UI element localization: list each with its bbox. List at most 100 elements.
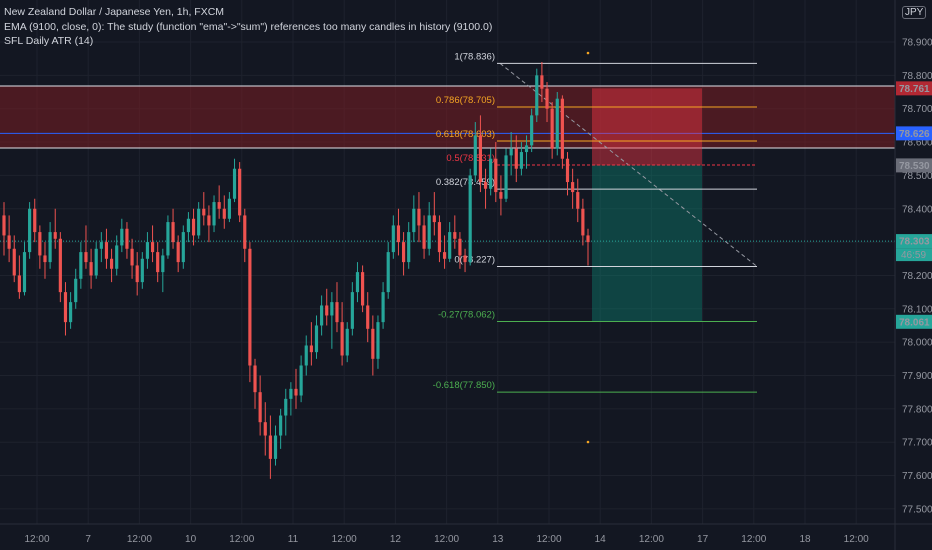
- fib-level-label: 1(78.836): [454, 51, 495, 62]
- candle-body: [519, 152, 523, 169]
- candle-body: [202, 208, 206, 216]
- candle-body: [586, 235, 590, 243]
- candle-body: [514, 148, 518, 169]
- candle-body: [279, 415, 283, 436]
- candle-body: [284, 398, 288, 416]
- x-tick-label: 13: [492, 534, 504, 545]
- candle-body: [442, 252, 447, 259]
- candle-body: [166, 222, 170, 256]
- candle-body: [171, 222, 175, 243]
- price-label-badge: [896, 158, 932, 173]
- candle-body: [304, 345, 308, 366]
- countdown-text: 46:59: [901, 250, 926, 261]
- ema-indicator-legend[interactable]: EMA (9100, close, 0): The study (functio…: [4, 21, 493, 33]
- candle-body: [104, 242, 109, 259]
- candle-body: [524, 145, 529, 153]
- candle-body: [483, 182, 488, 189]
- candle-body: [427, 215, 431, 249]
- candle-body: [22, 252, 27, 293]
- candle-body: [89, 262, 93, 276]
- fib-level-label: 0.786(78.705): [436, 95, 495, 106]
- candle-body: [150, 242, 155, 253]
- x-tick-label: 7: [85, 534, 91, 545]
- candle-body: [289, 388, 293, 399]
- y-tick-label: 78.200: [902, 271, 932, 282]
- fib-level-label: 0.618(78.603): [436, 129, 495, 140]
- candle-body: [458, 238, 462, 256]
- x-tick-label: 17: [697, 534, 709, 545]
- candle-body: [217, 202, 221, 209]
- candle-body: [401, 242, 406, 263]
- candle-body: [120, 228, 124, 246]
- y-tick-label: 77.800: [902, 404, 932, 415]
- x-tick-label: 10: [185, 534, 197, 545]
- x-tick-label: 11: [288, 534, 299, 545]
- candle-body: [509, 148, 513, 156]
- candle-body: [581, 208, 585, 236]
- candle-body: [478, 135, 483, 183]
- atr-indicator-legend[interactable]: SFL Daily ATR (14): [4, 35, 94, 47]
- candle-body: [325, 305, 329, 316]
- y-tick-label: 78.400: [902, 204, 932, 215]
- candle-body: [17, 275, 21, 293]
- candle-body: [550, 108, 554, 149]
- candle-body: [253, 365, 257, 393]
- candle-body: [94, 248, 98, 276]
- candle-body: [565, 158, 570, 183]
- candle-body: [232, 168, 237, 199]
- candle-body: [191, 218, 196, 236]
- price-label-text: 78.061: [899, 317, 930, 328]
- candle-body: [125, 228, 129, 249]
- candle-body: [407, 232, 411, 263]
- candle-body: [79, 252, 83, 279]
- x-tick-label: 12:00: [639, 534, 664, 545]
- candle-body: [2, 215, 6, 236]
- candle-body: [53, 232, 57, 239]
- candle-body: [417, 208, 421, 226]
- y-tick-label: 77.900: [902, 371, 932, 382]
- candle-body: [576, 192, 580, 209]
- candle-body: [33, 208, 37, 233]
- candle-body: [330, 302, 334, 316]
- candle-body: [176, 242, 180, 263]
- x-tick-label: 12:00: [24, 534, 49, 545]
- x-tick-label: 12:00: [229, 534, 254, 545]
- fib-level-label: -0.27(78.062): [438, 309, 495, 320]
- price-label-text: 78.303: [899, 237, 930, 248]
- candle-body: [386, 252, 390, 293]
- candle-body: [412, 208, 416, 233]
- candle-body: [361, 272, 365, 306]
- currency-badge[interactable]: JPY: [902, 6, 927, 19]
- price-label-text: 78.626: [899, 129, 930, 140]
- candle-body: [181, 232, 185, 263]
- candle-body: [99, 242, 103, 249]
- y-tick-label: 77.500: [902, 504, 932, 515]
- x-tick-label: 12:00: [332, 534, 357, 545]
- y-tick-label: 78.100: [902, 304, 932, 315]
- candle-body: [84, 252, 88, 263]
- candle-body: [7, 235, 11, 249]
- fib-level-label: 0(78.227): [454, 254, 495, 265]
- candle-body: [140, 258, 144, 283]
- candle-body: [345, 328, 349, 356]
- candle-body: [63, 292, 68, 323]
- candle-body: [555, 98, 559, 149]
- candle-body: [161, 255, 165, 273]
- candle-body: [355, 272, 360, 293]
- x-tick-label: 12:00: [741, 534, 766, 545]
- symbol-title[interactable]: New Zealand Dollar / Japanese Yen, 1h, F…: [4, 6, 225, 18]
- x-tick-label: 12: [390, 534, 402, 545]
- x-tick-label: 18: [799, 534, 811, 545]
- candle-body: [294, 388, 298, 396]
- candle-body: [130, 248, 134, 266]
- resistance-zone: [0, 86, 895, 149]
- candle-body: [473, 135, 477, 176]
- alert-marker: [586, 51, 590, 55]
- candle-body: [28, 208, 32, 253]
- candle-body: [371, 328, 375, 359]
- candle-body: [396, 225, 401, 243]
- candle-body: [335, 302, 339, 323]
- candle-body: [43, 255, 47, 263]
- fib-level-label: -0.618(77.850): [433, 380, 495, 391]
